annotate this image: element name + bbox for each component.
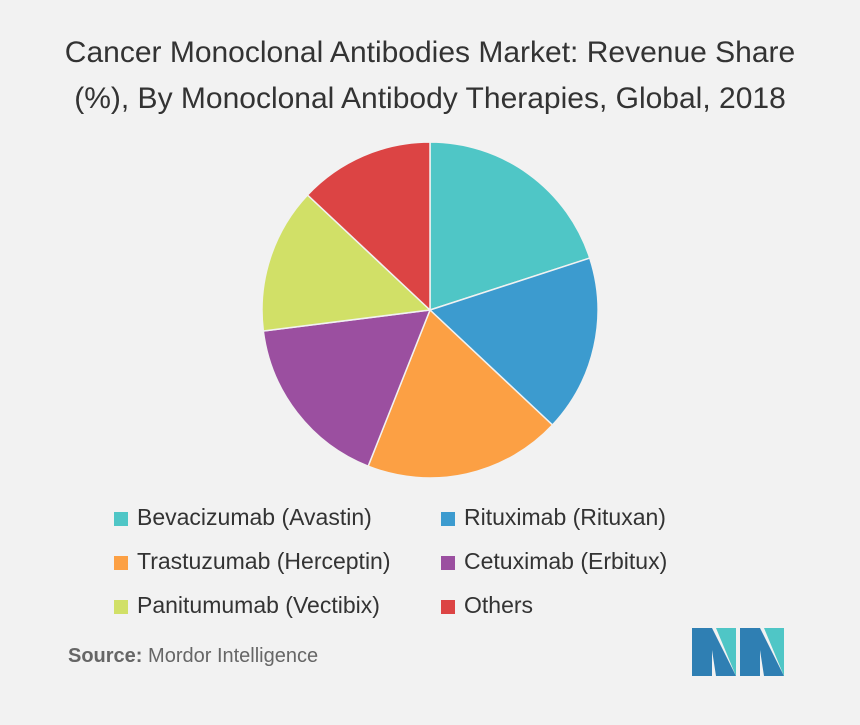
legend-label: Cetuximab (Erbitux) [464, 548, 667, 574]
legend-swatch [441, 600, 455, 614]
legend-swatch [114, 556, 128, 570]
legend-swatch [441, 512, 455, 526]
legend-label: Others [464, 592, 533, 618]
legend-swatch [114, 600, 128, 614]
source: Source: Mordor Intelligence [68, 645, 318, 668]
pie-slice [262, 309, 432, 468]
legend-swatch [114, 512, 128, 526]
pie-slice [428, 257, 599, 427]
legend-swatch [441, 556, 455, 570]
legend-label: Panitumumab (Vectibix) [137, 592, 380, 618]
legend-label: Rituximab (Rituxan) [464, 504, 666, 530]
pie-slice [367, 308, 554, 479]
legend-label: Bevacizumab (Avastin) [137, 504, 372, 530]
logo [692, 628, 784, 676]
pie-slice [429, 141, 591, 312]
source-label: Source: [68, 645, 143, 667]
chart-title: Cancer Monoclonal Antibodies Market: Rev… [64, 36, 796, 115]
pie-slice [306, 141, 431, 312]
legend-label: Trastuzumab (Herceptin) [137, 548, 391, 574]
pie-slice [261, 193, 432, 332]
source-text: Mordor Intelligence [148, 645, 319, 667]
